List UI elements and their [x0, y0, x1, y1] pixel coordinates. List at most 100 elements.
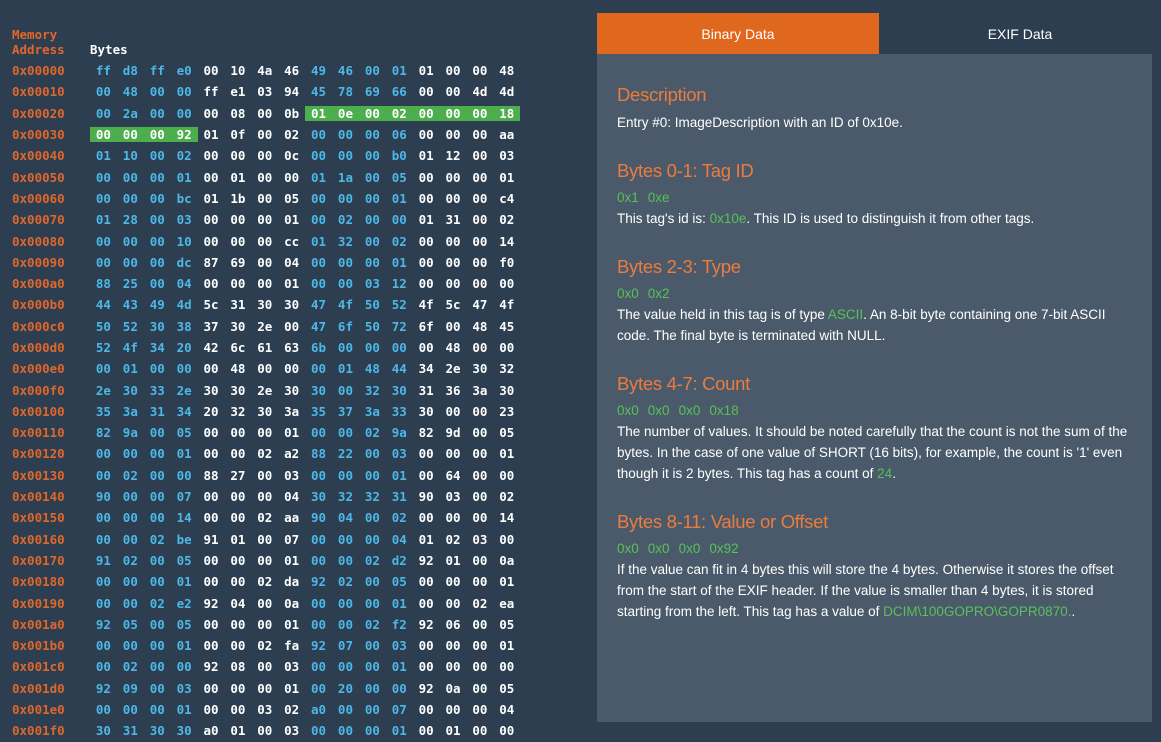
hex-byte[interactable]: 00: [391, 212, 407, 228]
hex-byte[interactable]: 00: [472, 233, 488, 249]
hex-byte[interactable]: 01: [499, 574, 515, 590]
hex-byte[interactable]: 00: [176, 659, 192, 675]
hex-byte[interactable]: 06: [445, 616, 461, 632]
hex-byte[interactable]: 30: [230, 382, 246, 398]
hex-byte[interactable]: 00: [311, 723, 327, 739]
hex-byte[interactable]: 92: [418, 680, 434, 696]
hex-byte[interactable]: a2: [284, 446, 300, 462]
hex-byte[interactable]: 00: [472, 702, 488, 718]
hex-byte[interactable]: 12: [445, 148, 461, 164]
hex-byte[interactable]: 01: [311, 233, 327, 249]
hex-byte[interactable]: 00: [337, 425, 353, 441]
hex-byte[interactable]: 90: [95, 489, 111, 505]
hex-byte[interactable]: 00: [311, 659, 327, 675]
hex-byte[interactable]: 90: [311, 510, 327, 526]
hex-byte[interactable]: 1b: [230, 190, 246, 206]
hex-byte[interactable]: 00: [257, 190, 273, 206]
hex-byte[interactable]: 03: [176, 680, 192, 696]
hex-byte[interactable]: 07: [176, 489, 192, 505]
hex-byte[interactable]: 00: [116, 127, 144, 143]
hex-byte[interactable]: 00: [143, 127, 171, 143]
hex-byte[interactable]: 00: [472, 659, 488, 675]
hex-byte[interactable]: 00: [472, 425, 488, 441]
hex-byte[interactable]: 92: [311, 574, 327, 590]
hex-byte[interactable]: 00: [364, 702, 380, 718]
hex-byte[interactable]: 32: [337, 489, 353, 505]
hex-byte[interactable]: 00: [337, 552, 353, 568]
hex-byte[interactable]: 01: [122, 361, 138, 377]
hex-byte[interactable]: 00: [418, 84, 434, 100]
hex-byte[interactable]: 36: [445, 382, 461, 398]
hex-byte[interactable]: 31: [149, 403, 165, 419]
hex-byte[interactable]: 00: [445, 403, 461, 419]
hex-byte[interactable]: 01: [391, 254, 407, 270]
hex-byte[interactable]: 00: [203, 63, 219, 79]
hex-byte[interactable]: 64: [445, 467, 461, 483]
hex-byte[interactable]: 00: [203, 552, 219, 568]
hex-byte[interactable]: 01: [418, 212, 434, 228]
hex-byte[interactable]: 00: [472, 680, 488, 696]
hex-byte[interactable]: 00: [203, 616, 219, 632]
hex-byte[interactable]: 00: [337, 723, 353, 739]
hex-byte[interactable]: 00: [472, 489, 488, 505]
hex-byte[interactable]: 00: [95, 510, 111, 526]
hex-byte[interactable]: 00: [445, 595, 461, 611]
hex-byte[interactable]: 32: [364, 489, 380, 505]
hex-byte[interactable]: 00: [364, 148, 380, 164]
hex-byte[interactable]: 69: [230, 254, 246, 270]
hex-byte[interactable]: 9a: [122, 425, 138, 441]
hex-byte[interactable]: 00: [364, 446, 380, 462]
hex-byte[interactable]: 00: [122, 510, 138, 526]
hex-byte[interactable]: fa: [284, 638, 300, 654]
hex-byte[interactable]: be: [176, 531, 192, 547]
hex-byte[interactable]: 30: [230, 318, 246, 334]
hex-byte[interactable]: 00: [284, 318, 300, 334]
hex-byte[interactable]: 01: [176, 702, 192, 718]
hex-byte[interactable]: 01: [284, 212, 300, 228]
hex-byte[interactable]: 00: [149, 84, 165, 100]
hex-byte[interactable]: 05: [499, 680, 515, 696]
hex-byte[interactable]: 00: [230, 680, 246, 696]
hex-byte[interactable]: 72: [391, 318, 407, 334]
hex-byte[interactable]: 3a: [284, 403, 300, 419]
hex-byte[interactable]: 00: [439, 105, 467, 121]
hex-byte[interactable]: 00: [311, 148, 327, 164]
hex-byte[interactable]: 48: [122, 84, 138, 100]
hex-byte[interactable]: 00: [472, 254, 488, 270]
hex-byte[interactable]: 00: [311, 361, 327, 377]
hex-byte[interactable]: 00: [95, 446, 111, 462]
hex-byte[interactable]: 00: [257, 233, 273, 249]
hex-byte[interactable]: 00: [122, 638, 138, 654]
hex-byte[interactable]: 01: [230, 723, 246, 739]
hex-byte[interactable]: 38: [176, 318, 192, 334]
hex-byte[interactable]: 00: [95, 254, 111, 270]
hex-byte[interactable]: 30: [311, 489, 327, 505]
hex-byte[interactable]: 00: [337, 595, 353, 611]
hex-byte[interactable]: 37: [203, 318, 219, 334]
hex-byte[interactable]: 50: [364, 318, 380, 334]
hex-byte[interactable]: ff: [149, 63, 165, 79]
hex-byte[interactable]: 87: [203, 254, 219, 270]
hex-byte[interactable]: 01: [176, 446, 192, 462]
hex-byte[interactable]: 2e: [257, 382, 273, 398]
hex-byte[interactable]: 00: [230, 552, 246, 568]
hex-byte[interactable]: 00: [418, 127, 434, 143]
hex-byte[interactable]: f0: [499, 254, 515, 270]
hex-byte[interactable]: 30: [149, 318, 165, 334]
hex-byte[interactable]: 04: [176, 276, 192, 292]
hex-byte[interactable]: 05: [176, 616, 192, 632]
hex-byte[interactable]: 00: [311, 276, 327, 292]
hex-byte[interactable]: 22: [337, 446, 353, 462]
hex-byte[interactable]: 47: [311, 318, 327, 334]
hex-byte[interactable]: 00: [95, 361, 111, 377]
hex-byte[interactable]: 01: [176, 574, 192, 590]
hex-byte[interactable]: 02: [391, 510, 407, 526]
hex-byte[interactable]: 08: [230, 105, 246, 121]
hex-byte[interactable]: 30: [257, 403, 273, 419]
hex-byte[interactable]: 4d: [472, 84, 488, 100]
hex-byte[interactable]: 02: [257, 638, 273, 654]
hex-byte[interactable]: 02: [122, 659, 138, 675]
hex-byte[interactable]: 4f: [418, 297, 434, 313]
hex-byte[interactable]: 30: [311, 382, 327, 398]
hex-byte[interactable]: 63: [284, 340, 300, 355]
